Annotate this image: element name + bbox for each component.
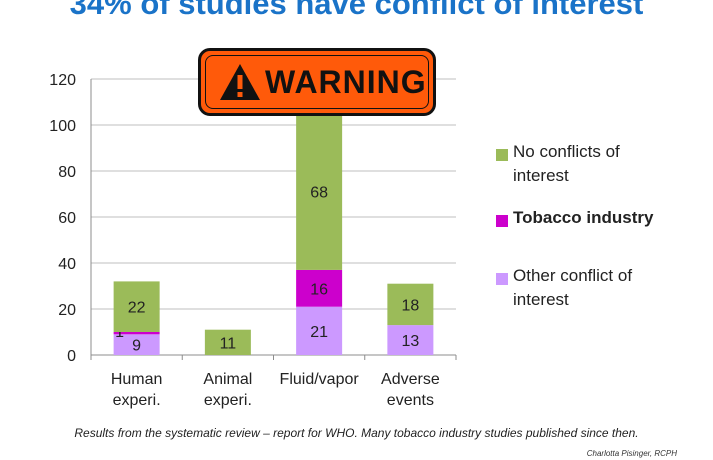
x-tick-label: Human <box>111 371 163 388</box>
legend-swatch <box>496 215 508 227</box>
legend-label: Other conflict of interest <box>513 264 632 312</box>
x-tick-label: Animal <box>203 371 252 388</box>
data-label: 68 <box>310 185 328 202</box>
data-label: 11 <box>220 335 237 352</box>
bar-segment <box>296 269 343 307</box>
chart-title: 34% of studies have conflict of interest <box>69 0 644 21</box>
warning-sign: WARNING <box>198 48 436 116</box>
x-tick-label: Adverse <box>381 371 440 388</box>
bar-segment <box>296 306 343 355</box>
bar-segment <box>296 113 343 270</box>
legend-swatch <box>496 149 508 161</box>
data-label: 18 <box>401 297 419 314</box>
data-label: 1 <box>115 324 124 341</box>
legend-label: No conflicts of interest <box>513 140 620 188</box>
bar-segment <box>387 283 434 326</box>
bar-segment <box>387 325 434 355</box>
legend-label-line: Other conflict of <box>513 266 633 285</box>
x-tick-label: experi. <box>204 392 252 409</box>
y-tick-label: 0 <box>67 348 76 365</box>
bar-segment <box>113 332 160 335</box>
legend-label-line: interest <box>513 290 569 309</box>
data-label: 21 <box>310 324 328 341</box>
bar-segment <box>113 281 160 332</box>
warning-sign-border <box>205 55 429 109</box>
y-tick-label: 100 <box>49 118 76 135</box>
data-label: 9 <box>132 338 141 355</box>
legend-label-line: No conflicts of <box>513 142 620 161</box>
x-tick-label: events <box>387 392 434 409</box>
x-tick-label: Fluid/vapor <box>280 371 360 388</box>
data-label: 16 <box>310 281 328 298</box>
y-tick-label: 60 <box>58 210 76 227</box>
bar-segment <box>204 329 251 355</box>
warning-label: WARNING <box>265 64 427 100</box>
credit: Charlotta Pisinger, RCPH <box>586 449 677 458</box>
legend-label: Tobacco industry <box>513 206 653 230</box>
y-tick-label: 20 <box>58 302 76 319</box>
y-tick-label: 120 <box>49 72 76 89</box>
data-label: 22 <box>128 300 146 317</box>
legend-swatch <box>496 273 508 285</box>
y-tick-label: 80 <box>58 164 76 181</box>
legend-label-line: interest <box>513 166 569 185</box>
x-tick-label: experi. <box>113 392 161 409</box>
data-label: 13 <box>401 333 419 350</box>
legend-label-line: Tobacco industry <box>513 208 654 227</box>
caption: Results from the systematic review – rep… <box>74 426 639 440</box>
y-tick-label: 40 <box>58 256 76 273</box>
warning-triangle-icon <box>220 64 260 100</box>
bar-segment <box>113 334 160 355</box>
